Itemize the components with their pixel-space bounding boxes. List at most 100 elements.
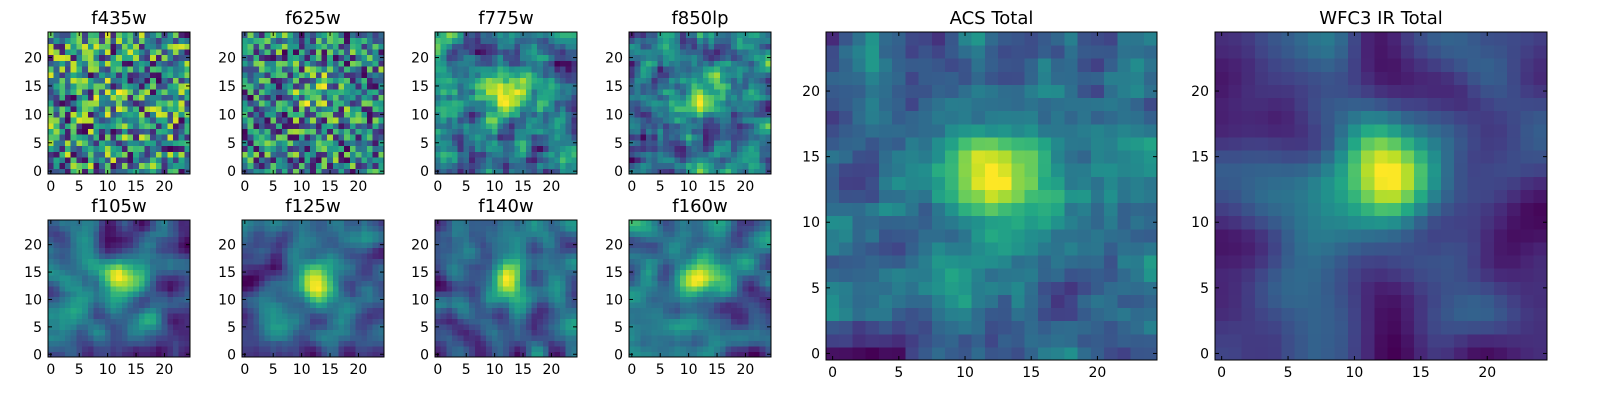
heatmap-cell [310, 54, 317, 61]
heatmap-cell [242, 335, 249, 342]
heatmap-cell [76, 111, 83, 118]
heatmap-cell [264, 302, 271, 309]
heatmap-cell [520, 329, 527, 336]
heatmap-cell [702, 351, 710, 358]
heatmap-cell [110, 280, 117, 287]
heatmap-cell [321, 54, 328, 61]
panel-title: f625w [285, 8, 340, 29]
heatmap-cell [571, 88, 578, 95]
heatmap-cell [491, 236, 498, 243]
heatmap-cell [332, 37, 340, 44]
heatmap-cell [503, 220, 510, 226]
heatmap-cell [310, 302, 317, 309]
heatmap-cell [559, 100, 567, 107]
heatmap-cell [116, 122, 123, 130]
heatmap-cell [640, 269, 647, 276]
heatmap-cell [446, 168, 453, 175]
heatmap-cell [127, 145, 134, 152]
heatmap-cell [503, 291, 510, 298]
heatmap-cell [520, 71, 527, 78]
heatmap-cell [327, 252, 334, 259]
heatmap-cell [172, 285, 180, 292]
heatmap-cell [531, 151, 538, 158]
heatmap-cell [167, 274, 174, 281]
heatmap-cell [440, 71, 447, 78]
heatmap-cell [310, 145, 317, 152]
heatmap-cell [76, 156, 83, 164]
heatmap-cell [338, 280, 345, 287]
heatmap-cell [264, 252, 271, 259]
heatmap-cell [110, 156, 117, 164]
heatmap-cell [463, 285, 470, 292]
heatmap-cell [565, 83, 572, 90]
heatmap-cell [491, 105, 498, 113]
heatmap-cell [59, 94, 66, 101]
heatmap-cell [685, 335, 692, 342]
heatmap-cell [542, 329, 550, 336]
heatmap-cell [293, 346, 300, 353]
heatmap-cell [491, 263, 498, 270]
heatmap-cell [657, 122, 664, 130]
heatmap-cell [748, 88, 755, 95]
heatmap-cell [76, 335, 83, 342]
heatmap-cell [349, 168, 357, 175]
heatmap-cell [93, 88, 100, 95]
heatmap-cell [127, 128, 134, 135]
heatmap-cell [150, 94, 157, 101]
heatmap-cell [440, 145, 447, 152]
heatmap-cell [82, 230, 89, 237]
heatmap-cell [338, 139, 345, 147]
heatmap-cell [503, 241, 510, 248]
heatmap-cell [537, 71, 544, 78]
heatmap-cell [629, 105, 636, 113]
heatmap-cell [264, 71, 271, 78]
heatmap-cell [172, 100, 180, 107]
heatmap-cell [53, 263, 60, 270]
heatmap-cell [548, 236, 555, 243]
heatmap-cell [452, 134, 459, 141]
heatmap-cell [138, 156, 146, 164]
heatmap-cell [281, 134, 288, 141]
heatmap-cell [48, 335, 55, 342]
heatmap-cell [276, 139, 283, 147]
heatmap-cell [525, 313, 533, 320]
heatmap-cell [531, 100, 538, 107]
heatmap-cell [725, 340, 732, 347]
heatmap-cell [731, 66, 738, 73]
heatmap-cell [366, 241, 374, 248]
heatmap-cell [651, 291, 658, 298]
heatmap-cell [144, 252, 151, 259]
heatmap-cell [719, 162, 727, 169]
heatmap-cell [70, 77, 77, 84]
heatmap-cell [537, 335, 544, 342]
heatmap-cell [327, 269, 334, 276]
heatmap-cell [520, 128, 527, 135]
heatmap-cell [435, 134, 442, 141]
heatmap-cell [332, 128, 340, 135]
heatmap-cell [59, 32, 66, 39]
heatmap-cell [127, 280, 134, 287]
heatmap-cell [446, 43, 453, 50]
heatmap-cell [264, 111, 271, 118]
heatmap-cell [99, 156, 106, 164]
heatmap-cell [525, 162, 533, 169]
heatmap-cell [491, 291, 498, 298]
heatmap-cell [82, 156, 89, 164]
heatmap-cell [719, 274, 727, 281]
heatmap-cell [287, 43, 294, 50]
heatmap-cell [668, 318, 675, 325]
heatmap-cell [629, 318, 636, 325]
heatmap-cell [298, 302, 305, 309]
heatmap-cell [640, 139, 647, 147]
heatmap-cell [446, 307, 453, 314]
heatmap-cell [657, 346, 664, 353]
heatmap-cell [640, 280, 647, 287]
heatmap-cell [93, 291, 100, 298]
heatmap-cell [76, 346, 83, 353]
heatmap-cell [298, 318, 305, 325]
heatmap-cell [680, 151, 687, 158]
heatmap-cell [298, 134, 305, 141]
heatmap-cell [270, 225, 277, 232]
heatmap-cell [565, 225, 572, 232]
